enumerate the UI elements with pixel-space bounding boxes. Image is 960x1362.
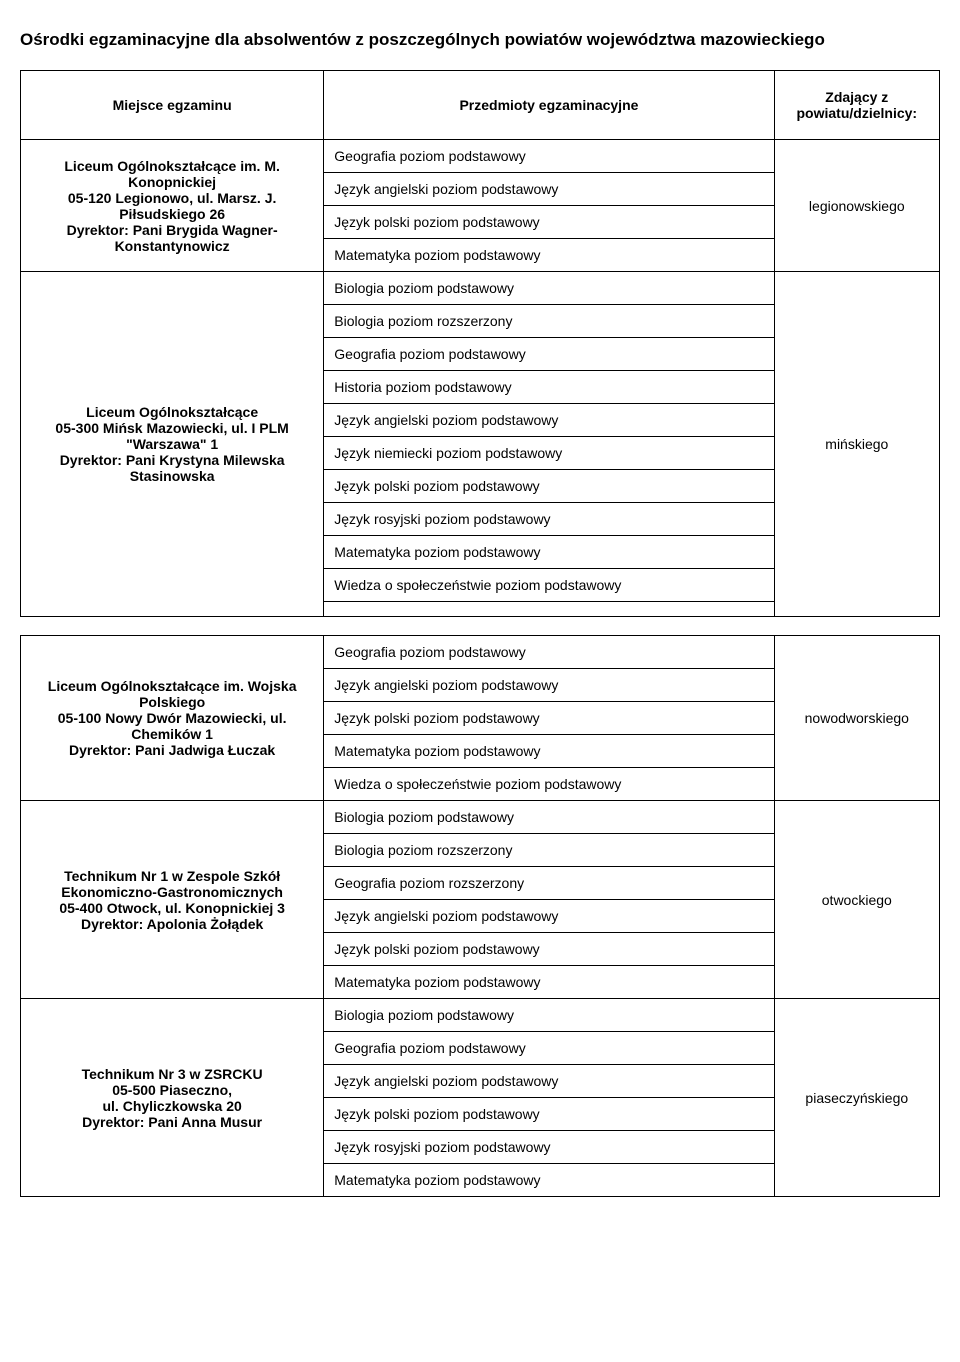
- table-row: Technikum Nr 3 w ZSRCKU05-500 Piaseczno,…: [21, 999, 940, 1032]
- subject-cell: Biologia poziom rozszerzony: [324, 305, 774, 338]
- subject-cell: Geografia poziom podstawowy: [324, 636, 774, 669]
- subject-cell: Język angielski poziom podstawowy: [324, 173, 774, 206]
- subject-cell: Język angielski poziom podstawowy: [324, 404, 774, 437]
- place-cell: Liceum Ogólnokształcące im. M. Konopnick…: [21, 140, 324, 272]
- subject-cell: Biologia poziom podstawowy: [324, 999, 774, 1032]
- subject-cell: Matematyka poziom podstawowy: [324, 536, 774, 569]
- district-cell: nowodworskiego: [774, 636, 939, 801]
- place-cell: Liceum Ogólnokształcące im. Wojska Polsk…: [21, 636, 324, 801]
- subject-cell: Biologia poziom podstawowy: [324, 272, 774, 305]
- district-cell: piaseczyńskiego: [774, 999, 939, 1197]
- subject-cell: Matematyka poziom podstawowy: [324, 239, 774, 272]
- subject-cell: Wiedza o społeczeństwie poziom podstawow…: [324, 569, 774, 602]
- table-row: Liceum Ogólnokształcące05-300 Mińsk Mazo…: [21, 272, 940, 305]
- subject-cell: Wiedza o społeczeństwie poziom podstawow…: [324, 768, 774, 801]
- subject-cell: Biologia poziom podstawowy: [324, 801, 774, 834]
- subject-cell: Język polski poziom podstawowy: [324, 206, 774, 239]
- district-cell: mińskiego: [774, 272, 939, 617]
- district-cell: otwockiego: [774, 801, 939, 999]
- place-cell: Liceum Ogólnokształcące05-300 Mińsk Mazo…: [21, 272, 324, 617]
- table-row: Liceum Ogólnokształcące im. Wojska Polsk…: [21, 636, 940, 669]
- place-cell: Technikum Nr 3 w ZSRCKU05-500 Piaseczno,…: [21, 999, 324, 1197]
- subject-cell: Język polski poziom podstawowy: [324, 933, 774, 966]
- subject-cell: Matematyka poziom podstawowy: [324, 966, 774, 999]
- subject-cell: Matematyka poziom podstawowy: [324, 735, 774, 768]
- subject-cell: Język niemiecki poziom podstawowy: [324, 437, 774, 470]
- subject-cell: Geografia poziom podstawowy: [324, 338, 774, 371]
- subject-cell: Matematyka poziom podstawowy: [324, 1164, 774, 1197]
- exam-table-1: Miejsce egzaminu Przedmioty egzaminacyjn…: [20, 70, 940, 617]
- subject-cell: Geografia poziom rozszerzony: [324, 867, 774, 900]
- subject-cell: Geografia poziom podstawowy: [324, 1032, 774, 1065]
- subject-cell: Język rosyjski poziom podstawowy: [324, 1131, 774, 1164]
- subject-cell: Język polski poziom podstawowy: [324, 1098, 774, 1131]
- subject-cell: Język polski poziom podstawowy: [324, 470, 774, 503]
- header-row: Miejsce egzaminu Przedmioty egzaminacyjn…: [21, 71, 940, 140]
- subject-cell: Język polski poziom podstawowy: [324, 702, 774, 735]
- subject-cell: Język angielski poziom podstawowy: [324, 1065, 774, 1098]
- subject-cell: [324, 602, 774, 617]
- page-heading: Ośrodki egzaminacyjne dla absolwentów z …: [20, 30, 940, 50]
- subject-cell: Język angielski poziom podstawowy: [324, 669, 774, 702]
- subject-cell: Biologia poziom rozszerzony: [324, 834, 774, 867]
- table-row: Liceum Ogólnokształcące im. M. Konopnick…: [21, 140, 940, 173]
- subject-cell: Język angielski poziom podstawowy: [324, 900, 774, 933]
- place-cell: Technikum Nr 1 w Zespole Szkół Ekonomicz…: [21, 801, 324, 999]
- subject-cell: Język rosyjski poziom podstawowy: [324, 503, 774, 536]
- subject-cell: Geografia poziom podstawowy: [324, 140, 774, 173]
- header-place: Miejsce egzaminu: [21, 71, 324, 140]
- exam-table-2: Liceum Ogólnokształcące im. Wojska Polsk…: [20, 635, 940, 1197]
- subject-cell: Historia poziom podstawowy: [324, 371, 774, 404]
- table-row: Technikum Nr 1 w Zespole Szkół Ekonomicz…: [21, 801, 940, 834]
- district-cell: legionowskiego: [774, 140, 939, 272]
- header-subjects: Przedmioty egzaminacyjne: [324, 71, 774, 140]
- header-district: Zdający z powiatu/dzielnicy:: [774, 71, 939, 140]
